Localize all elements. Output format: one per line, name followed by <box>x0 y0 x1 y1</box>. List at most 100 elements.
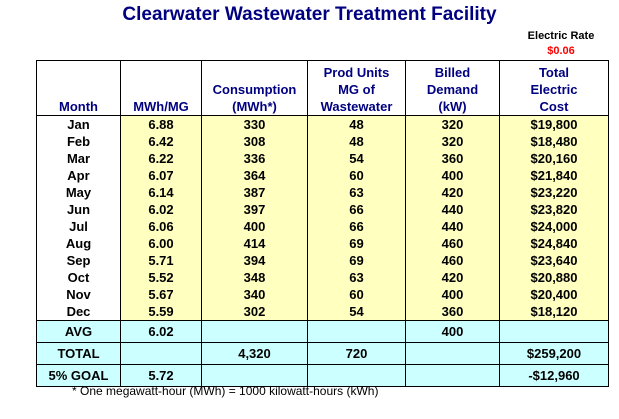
table-row: Jul 6.06 400 66 440 $24,000 <box>36 218 609 235</box>
header-consumption: Consumption (MWh*) <box>201 60 308 116</box>
header-billed-demand: Billed Demand (kW) <box>405 60 500 116</box>
cell-mwh-per-mg: 5.52 <box>120 269 202 286</box>
table-row: Apr 6.07 364 60 400 $21,840 <box>36 167 609 184</box>
cell-mwh-per-mg: 6.14 <box>120 184 202 201</box>
cell-mwh-per-mg: 6.00 <box>120 235 202 252</box>
cell-consumption: 336 <box>201 150 308 167</box>
cell-billed-demand: 400 <box>405 286 500 303</box>
cell-prod-units: 48 <box>307 115 406 133</box>
total-row: TOTAL 4,320 720 $259,200 <box>36 342 609 365</box>
avg-row-month: AVG <box>36 320 121 343</box>
cell-consumption: 302 <box>201 303 308 321</box>
cell-total-cost: $18,480 <box>499 133 609 150</box>
electric-rate-value: $0.06 <box>547 45 575 57</box>
cell-month: Feb <box>36 133 121 150</box>
cell-prod-units: 54 <box>307 303 406 321</box>
cell-billed-demand: 420 <box>405 269 500 286</box>
footnote: * One megawatt-hour (MWh) = 1000 kilowat… <box>72 384 379 398</box>
cell-consumption: 400 <box>201 218 308 235</box>
cell-prod-units: 60 <box>307 286 406 303</box>
cell-billed-demand: 440 <box>405 218 500 235</box>
avg-row-billed-demand: 400 <box>405 320 500 343</box>
goal-row-billed-demand <box>405 364 500 387</box>
goal-row: 5% GOAL 5.72 -$12,960 <box>36 364 609 387</box>
cell-billed-demand: 320 <box>405 115 500 133</box>
cell-total-cost: $18,120 <box>499 303 609 321</box>
cell-billed-demand: 460 <box>405 252 500 269</box>
cell-consumption: 348 <box>201 269 308 286</box>
cell-total-cost: $21,840 <box>499 167 609 184</box>
cell-mwh-per-mg: 6.02 <box>120 201 202 218</box>
cell-consumption: 397 <box>201 201 308 218</box>
goal-row-total-cost: -$12,960 <box>499 364 609 387</box>
cell-billed-demand: 400 <box>405 167 500 184</box>
goal-row-month: 5% GOAL <box>36 364 121 387</box>
cell-prod-units: 63 <box>307 184 406 201</box>
header-total-cost: Total Electric Cost <box>499 60 609 116</box>
cell-month: Aug <box>36 235 121 252</box>
table-row: Jun 6.02 397 66 440 $23,820 <box>36 201 609 218</box>
cell-mwh-per-mg: 5.71 <box>120 252 202 269</box>
avg-row-total-cost <box>499 320 609 343</box>
avg-row-prod-units <box>307 320 406 343</box>
cell-prod-units: 66 <box>307 218 406 235</box>
cell-month: Jan <box>36 115 121 133</box>
goal-row-mwh-per-mg: 5.72 <box>120 364 202 387</box>
electric-cost-table: Month MWh/MG Consumption (MWh*) Prod Units MG… <box>36 60 609 387</box>
total-row-consumption: 4,320 <box>201 342 308 365</box>
cell-month: Apr <box>36 167 121 184</box>
total-row-total-cost: $259,200 <box>499 342 609 365</box>
electric-rate-label: Electric Rate <box>527 30 595 42</box>
cell-mwh-per-mg: 5.67 <box>120 286 202 303</box>
cell-total-cost: $23,640 <box>499 252 609 269</box>
table-row: Aug 6.00 414 69 460 $24,840 <box>36 235 609 252</box>
cell-billed-demand: 360 <box>405 150 500 167</box>
cell-total-cost: $20,880 <box>499 269 609 286</box>
table-row: Sep 5.71 394 69 460 $23,640 <box>36 252 609 269</box>
cell-mwh-per-mg: 6.07 <box>120 167 202 184</box>
total-row-month: TOTAL <box>36 342 121 365</box>
cell-total-cost: $23,820 <box>499 201 609 218</box>
cell-month: Jul <box>36 218 121 235</box>
table-row: Oct 5.52 348 63 420 $20,880 <box>36 269 609 286</box>
total-row-prod-units: 720 <box>307 342 406 365</box>
avg-row-mwh-per-mg: 6.02 <box>120 320 202 343</box>
cell-total-cost: $20,160 <box>499 150 609 167</box>
table-row: Dec 5.59 302 54 360 $18,120 <box>36 303 609 321</box>
cell-total-cost: $20,400 <box>499 286 609 303</box>
cell-prod-units: 69 <box>307 235 406 252</box>
header-row: Month MWh/MG Consumption (MWh*) Prod Units MG… <box>36 60 609 116</box>
cell-month: Dec <box>36 303 121 321</box>
cell-mwh-per-mg: 5.59 <box>120 303 202 321</box>
cell-billed-demand: 420 <box>405 184 500 201</box>
cell-mwh-per-mg: 6.06 <box>120 218 202 235</box>
cell-consumption: 394 <box>201 252 308 269</box>
cell-total-cost: $19,800 <box>499 115 609 133</box>
page-title: Clearwater Wastewater Treatment Facility <box>122 4 497 25</box>
header-prod-units: Prod Units MG of Wastewater <box>307 60 406 116</box>
cell-consumption: 330 <box>201 115 308 133</box>
cell-prod-units: 54 <box>307 150 406 167</box>
avg-row: AVG 6.02 400 <box>36 320 609 343</box>
cell-consumption: 414 <box>201 235 308 252</box>
cell-month: May <box>36 184 121 201</box>
table-row: Mar 6.22 336 54 360 $20,160 <box>36 150 609 167</box>
cell-consumption: 387 <box>201 184 308 201</box>
header-mwh-per-mg: MWh/MG <box>120 60 202 116</box>
cell-month: Nov <box>36 286 121 303</box>
total-row-billed-demand <box>405 342 500 365</box>
cell-prod-units: 48 <box>307 133 406 150</box>
cell-billed-demand: 460 <box>405 235 500 252</box>
cell-prod-units: 60 <box>307 167 406 184</box>
cell-prod-units: 63 <box>307 269 406 286</box>
cell-month: Sep <box>36 252 121 269</box>
cell-consumption: 364 <box>201 167 308 184</box>
goal-row-consumption <box>201 364 308 387</box>
header-month: Month <box>36 60 121 116</box>
cell-mwh-per-mg: 6.42 <box>120 133 202 150</box>
cell-month: Oct <box>36 269 121 286</box>
cell-mwh-per-mg: 6.22 <box>120 150 202 167</box>
cell-month: Jun <box>36 201 121 218</box>
table-row: Jan 6.88 330 48 320 $19,800 <box>36 115 609 133</box>
total-row-mwh-per-mg <box>120 342 202 365</box>
